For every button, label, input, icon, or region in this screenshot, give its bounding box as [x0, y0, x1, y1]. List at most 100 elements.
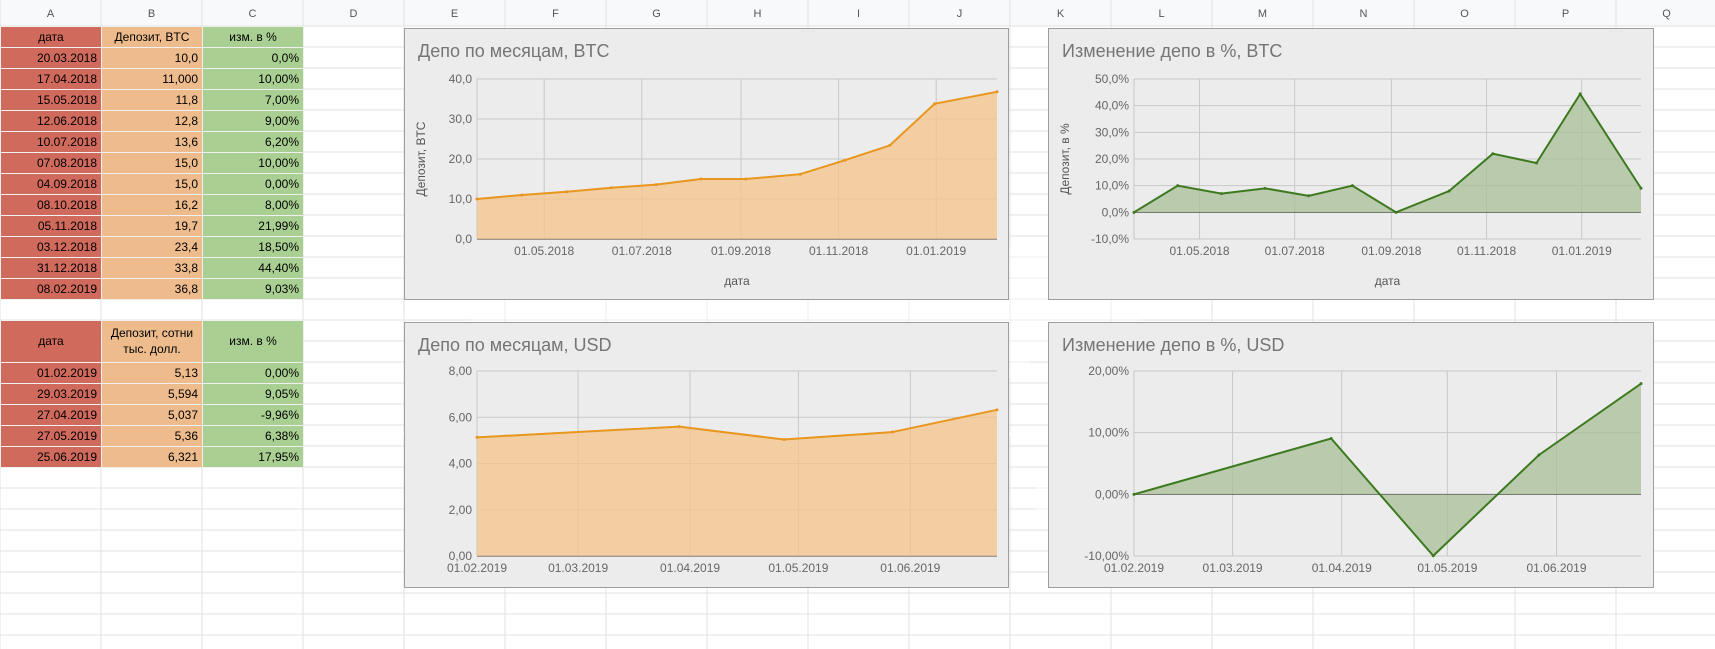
column-header-K[interactable]: K [1056, 8, 1065, 20]
table-cell[interactable]: 8,00% [203, 195, 303, 215]
data-point[interactable] [1176, 184, 1180, 188]
table-cell[interactable]: 6,20% [203, 132, 303, 152]
table-cell[interactable]: 10,00% [203, 69, 303, 89]
column-header-A[interactable]: A [46, 8, 55, 20]
table-cell[interactable]: 07.08.2018 [1, 153, 101, 173]
data-point[interactable] [1132, 210, 1136, 214]
table-cell[interactable]: 5,13 [102, 363, 202, 383]
column-header-F[interactable]: F [552, 8, 559, 20]
data-point[interactable] [1639, 186, 1643, 190]
usd-change-chart[interactable]: Изменение депо в %, USD -10,00% 0,00% 10,0… [1048, 322, 1654, 588]
data-point[interactable] [1431, 554, 1435, 558]
data-point[interactable] [520, 193, 524, 197]
table-cell[interactable]: 08.10.2018 [1, 195, 101, 215]
table-header-cell[interactable]: изм. в % [203, 27, 303, 47]
table-cell[interactable]: 25.06.2019 [1, 447, 101, 467]
table-cell[interactable]: 16,2 [102, 195, 202, 215]
table-header-cell[interactable]: дата [1, 321, 101, 362]
table-cell[interactable]: 6,321 [102, 447, 202, 467]
data-point[interactable] [933, 102, 937, 106]
table-cell[interactable]: 0,0% [203, 48, 303, 68]
column-header-H[interactable]: H [753, 8, 762, 20]
btc-change-chart[interactable]: Изменение депо в %, BTC -10,0% 0,0% 10,0% 2… [1048, 28, 1654, 300]
table-header-cell[interactable]: Депозит, сотни тыс. долл. [102, 321, 202, 362]
table-cell[interactable]: 21,99% [203, 216, 303, 236]
table-cell[interactable]: 12,8 [102, 111, 202, 131]
table-cell[interactable]: 20.03.2018 [1, 48, 101, 68]
table-cell[interactable]: 15.05.2018 [1, 90, 101, 110]
data-point[interactable] [677, 425, 681, 429]
table-cell[interactable]: 31.12.2018 [1, 258, 101, 278]
data-point[interactable] [1329, 437, 1333, 441]
table-cell[interactable]: 10,0 [102, 48, 202, 68]
table-cell[interactable]: 0,00% [203, 363, 303, 383]
table-cell[interactable]: 6,38% [203, 426, 303, 446]
data-point[interactable] [654, 183, 658, 187]
data-point[interactable] [995, 90, 999, 94]
table-cell[interactable]: 33,8 [102, 258, 202, 278]
data-point[interactable] [1219, 192, 1223, 196]
table-cell[interactable]: 0,00% [203, 174, 303, 194]
data-point[interactable] [1447, 189, 1451, 193]
table-cell[interactable]: 5,594 [102, 384, 202, 404]
table-cell[interactable]: 17,95% [203, 447, 303, 467]
column-header-L[interactable]: L [1158, 8, 1165, 20]
table-cell[interactable]: 10,00% [203, 153, 303, 173]
table-header-cell[interactable]: изм. в % [203, 321, 303, 362]
data-point[interactable] [1307, 194, 1311, 198]
data-point[interactable] [565, 190, 569, 194]
data-point[interactable] [1132, 492, 1136, 496]
table-cell[interactable]: 15,0 [102, 174, 202, 194]
table-cell[interactable]: 29.03.2019 [1, 384, 101, 404]
data-point[interactable] [798, 172, 802, 176]
column-header-E[interactable]: E [450, 8, 459, 20]
table-cell[interactable]: 11,000 [102, 69, 202, 89]
column-header-P[interactable]: P [1561, 8, 1570, 20]
data-point[interactable] [744, 177, 748, 181]
data-point[interactable] [890, 430, 894, 434]
column-header-B[interactable]: B [147, 8, 156, 20]
data-point[interactable] [1491, 152, 1495, 156]
table-cell[interactable]: -9,96% [203, 405, 303, 425]
data-point[interactable] [609, 186, 613, 190]
data-point[interactable] [888, 143, 892, 147]
table-header-cell[interactable]: дата [1, 27, 101, 47]
table-cell[interactable]: 9,03% [203, 279, 303, 299]
table-cell[interactable]: 15,0 [102, 153, 202, 173]
data-point[interactable] [1394, 210, 1398, 214]
column-header-O[interactable]: O [1460, 8, 1469, 20]
table-cell[interactable]: 5,037 [102, 405, 202, 425]
data-point[interactable] [782, 438, 786, 442]
data-point[interactable] [1537, 453, 1541, 457]
data-point[interactable] [995, 408, 999, 412]
btc-deposit-chart[interactable]: Депо по месяцам, BTC 0,0 10,0 20,0 30,0 40,0… [404, 28, 1009, 300]
table-cell[interactable]: 05.11.2018 [1, 216, 101, 236]
column-header-D[interactable]: D [349, 8, 358, 20]
table-cell[interactable]: 04.09.2018 [1, 174, 101, 194]
column-header-I[interactable]: I [856, 8, 861, 20]
table-cell[interactable]: 36,8 [102, 279, 202, 299]
table-cell[interactable]: 10.07.2018 [1, 132, 101, 152]
table-cell[interactable]: 12.06.2018 [1, 111, 101, 131]
table-cell[interactable]: 18,50% [203, 237, 303, 257]
table-cell[interactable]: 9,05% [203, 384, 303, 404]
data-point[interactable] [1534, 161, 1538, 165]
table-cell[interactable]: 27.05.2019 [1, 426, 101, 446]
table-header-cell[interactable]: Депозит, BTC [102, 27, 202, 47]
column-header-M[interactable]: M [1257, 8, 1268, 20]
table-cell[interactable]: 44,40% [203, 258, 303, 278]
column-header-N[interactable]: N [1359, 8, 1368, 20]
data-point[interactable] [1639, 382, 1643, 386]
table-cell[interactable]: 13,6 [102, 132, 202, 152]
table-cell[interactable]: 5,36 [102, 426, 202, 446]
column-header-Q[interactable]: Q [1662, 8, 1671, 20]
data-point[interactable] [1350, 184, 1354, 188]
data-point[interactable] [1263, 186, 1267, 190]
column-header-G[interactable]: G [652, 8, 661, 20]
data-point[interactable] [843, 158, 847, 162]
table-cell[interactable]: 9,00% [203, 111, 303, 131]
column-header-J[interactable]: J [956, 8, 963, 20]
table-cell[interactable]: 19,7 [102, 216, 202, 236]
table-cell[interactable]: 17.04.2018 [1, 69, 101, 89]
data-point[interactable] [475, 435, 479, 439]
